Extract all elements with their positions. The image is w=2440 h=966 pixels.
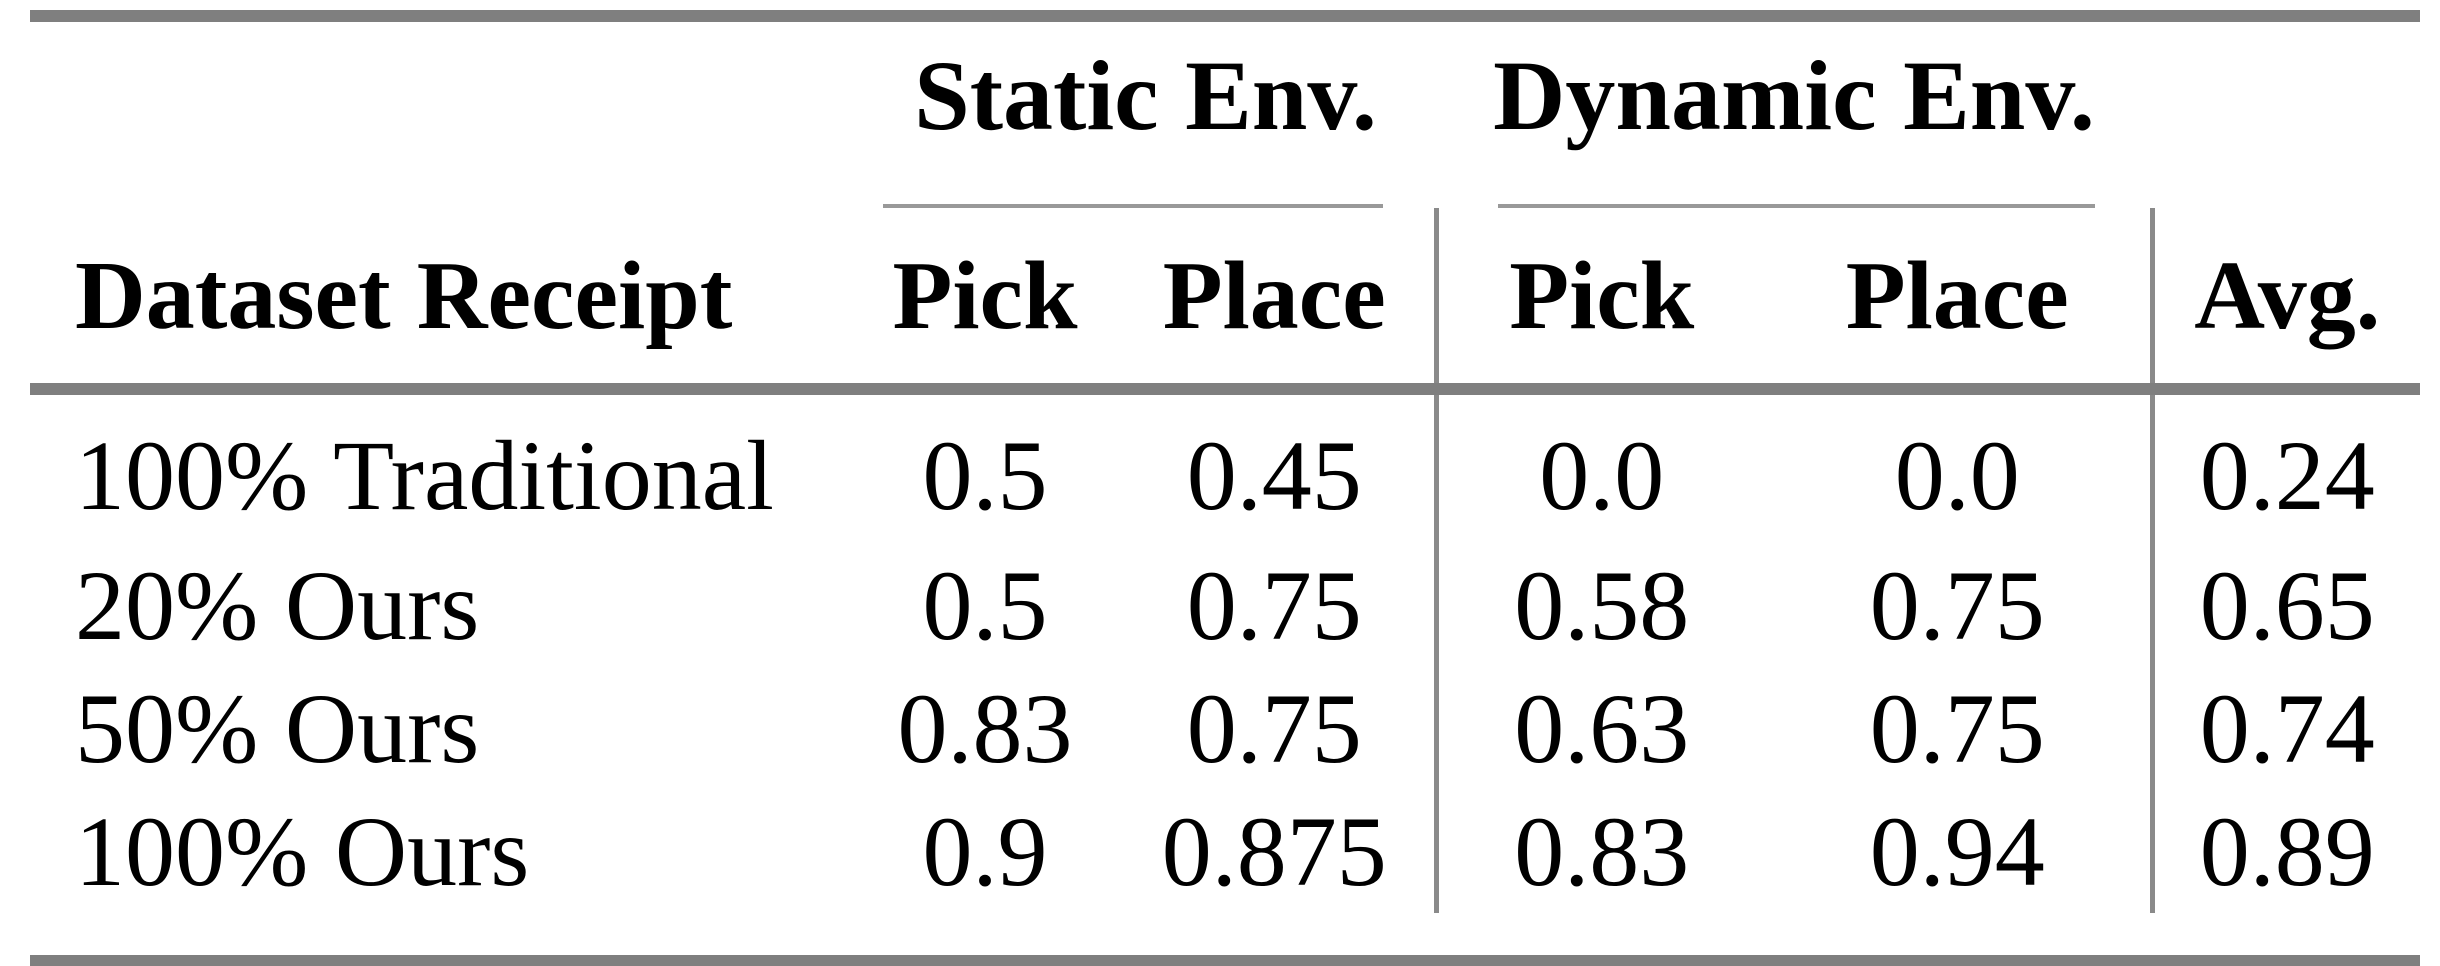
dynamic-place-value: 0.0 [1894,420,2020,531]
group-header-static: Static Env. [855,22,1436,208]
avg-value: 0.65 [2149,544,2420,667]
row-label: 20% Ours [75,549,480,661]
group-header-spacer [30,22,855,208]
static-pick-value: 0.83 [897,672,1073,784]
dynamic-pick-value: 0.58 [1433,544,1765,667]
bottom-rule [30,955,2420,966]
cmidrule-dynamic [1498,204,2096,208]
table-row: 100% Traditional 0.5 0.45 0.0 0.0 0.24 [30,395,2420,544]
column-header-row: Dataset Receipt Pick Place Pick Place Av… [30,208,2421,383]
group-header-dynamic: Dynamic Env. [1436,22,2152,208]
dynamic-place-value: 0.75 [1869,549,2045,661]
static-place-value: 0.45 [1186,420,1362,531]
top-rule [30,10,2420,22]
data-section: 100% Traditional 0.5 0.45 0.0 0.0 0.24 2… [30,395,2420,913]
column-header-static-place: Place [1162,241,1386,350]
table-row: 20% Ours 0.5 0.75 0.58 0.75 0.65 [30,544,2420,667]
results-table: Static Env. Dynamic Env. Dataset Receipt… [30,10,2421,966]
column-header-static-pick: Pick [892,241,1078,350]
row-label: 100% Ours [75,795,530,907]
row-header-label: Dataset Receipt [75,241,733,350]
cmidrule-static [883,204,1384,208]
table-row: 100% Ours 0.9 0.875 0.83 0.94 0.89 [30,790,2420,913]
avg-value: 0.74 [2149,667,2420,790]
table-row: 50% Ours 0.83 0.75 0.63 0.75 0.74 [30,667,2420,790]
dynamic-place-value: 0.94 [1869,795,2045,907]
static-place-value: 0.75 [1186,672,1362,784]
column-header-avg: Avg. [2149,208,2421,383]
dynamic-env-label: Dynamic Env. [1493,40,2095,151]
dynamic-pick-value: 0.63 [1433,667,1765,790]
static-pick-value: 0.5 [922,549,1048,661]
avg-value: 0.24 [2149,395,2420,544]
dynamic-pick-value: 0.83 [1433,790,1765,913]
static-env-label: Static Env. [914,40,1377,151]
group-header-row: Static Env. Dynamic Env. [30,22,2420,208]
group-header-spacer [2152,22,2420,208]
dynamic-place-value: 0.75 [1869,672,2045,784]
avg-value: 0.89 [2149,790,2420,913]
row-label: 100% Traditional [75,420,774,531]
dynamic-pick-value: 0.0 [1433,395,1765,544]
static-pick-value: 0.9 [922,795,1048,907]
column-header-dynamic-place: Place [1845,241,2069,350]
row-label: 50% Ours [75,672,480,784]
column-header-dynamic-pick: Pick [1433,208,1766,383]
header-section: Static Env. Dynamic Env. Dataset Receipt… [30,22,2421,383]
static-pick-value: 0.5 [922,420,1048,531]
static-place-value: 0.875 [1161,795,1387,907]
mid-rule [30,383,2420,395]
static-place-value: 0.75 [1186,549,1362,661]
